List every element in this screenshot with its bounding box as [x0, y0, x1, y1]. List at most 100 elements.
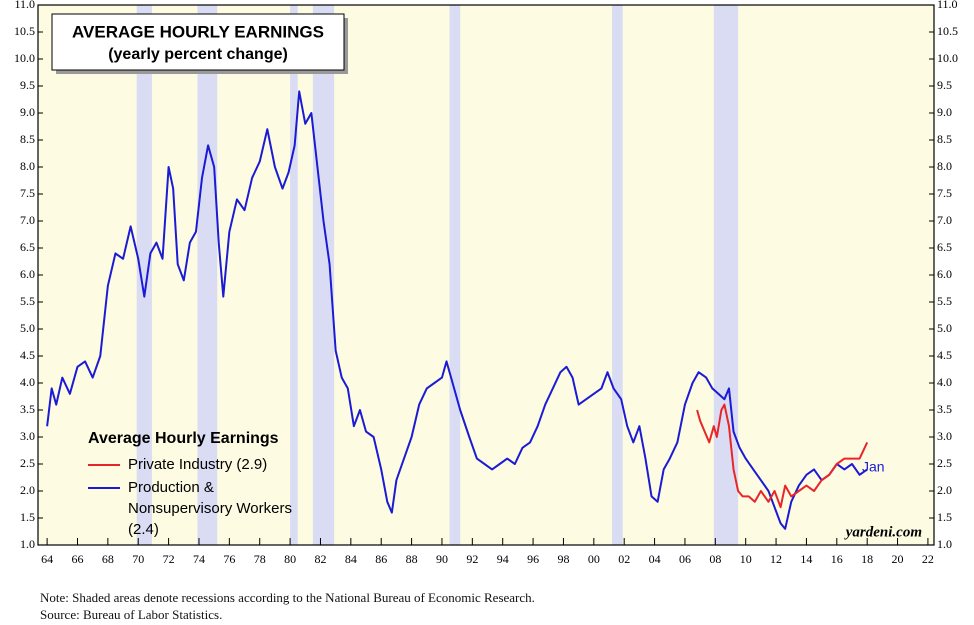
y-tick-label: 5.5 — [20, 294, 35, 308]
y-tick-label: 1.5 — [937, 510, 952, 524]
x-tick-label: 80 — [284, 552, 296, 566]
x-tick-label: 90 — [436, 552, 448, 566]
y-tick-label: 8.5 — [937, 132, 952, 146]
y-tick-label: 6.5 — [20, 240, 35, 254]
recession-band — [612, 5, 623, 545]
recession-band — [713, 5, 739, 545]
x-tick-label: 06 — [679, 552, 691, 566]
x-tick-label: 08 — [709, 552, 721, 566]
legend-title: Average Hourly Earnings — [88, 430, 279, 447]
x-tick-label: 14 — [800, 552, 812, 566]
y-tick-label: 1.0 — [937, 537, 952, 551]
annotation: Jan — [862, 459, 885, 475]
y-tick-label: 7.5 — [20, 186, 35, 200]
x-tick-label: 78 — [254, 552, 266, 566]
x-tick-label: 82 — [314, 552, 326, 566]
x-tick-label: 66 — [71, 552, 83, 566]
y-tick-label: 3.0 — [937, 429, 952, 443]
x-tick-label: 10 — [740, 552, 752, 566]
series-line — [696, 403, 869, 509]
plot-background — [38, 5, 934, 545]
y-tick-label: 5.5 — [937, 294, 952, 308]
y-tick-label: 11.0 — [937, 0, 958, 11]
chart-title: AVERAGE HOURLY EARNINGS — [72, 22, 324, 41]
y-tick-label: 7.0 — [20, 213, 35, 227]
x-tick-label: 96 — [527, 552, 539, 566]
x-tick-label: 68 — [102, 552, 114, 566]
x-tick-label: 16 — [831, 552, 843, 566]
y-tick-label: 4.0 — [20, 375, 35, 389]
recession-band — [449, 5, 461, 545]
legend-item: Production & Nonsupervisory Workers (2.4… — [88, 477, 328, 540]
recession-band — [312, 5, 335, 545]
x-tick-label: 22 — [922, 552, 934, 566]
y-tick-label: 2.0 — [20, 483, 35, 497]
legend-label: Production & Nonsupervisory Workers (2.4… — [128, 479, 292, 538]
legend: Average Hourly Earnings Private Industry… — [88, 430, 328, 542]
y-tick-label: 6.0 — [20, 267, 35, 281]
x-tick-label: 76 — [223, 552, 235, 566]
x-tick-label: 92 — [466, 552, 478, 566]
y-tick-label: 5.0 — [937, 321, 952, 335]
y-tick-label: 4.5 — [937, 348, 952, 362]
y-tick-label: 5.0 — [20, 321, 35, 335]
x-tick-label: 12 — [770, 552, 782, 566]
x-tick-label: 88 — [406, 552, 418, 566]
legend-swatch — [88, 464, 120, 466]
y-tick-label: 10.0 — [14, 51, 35, 65]
legend-item: Private Industry (2.9) — [88, 454, 328, 475]
note: Source: Bureau of Labor Statistics. — [40, 607, 223, 622]
recession-band — [290, 5, 298, 545]
recession-band — [136, 5, 152, 545]
y-tick-label: 8.0 — [20, 159, 35, 173]
y-tick-label: 3.0 — [20, 429, 35, 443]
y-tick-label: 2.5 — [937, 456, 952, 470]
legend-label: Private Industry (2.9) — [128, 456, 268, 473]
x-tick-label: 72 — [163, 552, 175, 566]
chart-subtitle: (yearly percent change) — [108, 46, 288, 63]
y-tick-label: 6.5 — [937, 240, 952, 254]
y-tick-label: 8.5 — [20, 132, 35, 146]
y-tick-label: 10.5 — [937, 24, 958, 38]
y-tick-label: 9.5 — [937, 78, 952, 92]
x-tick-label: 04 — [649, 552, 661, 566]
y-tick-label: 1.5 — [20, 510, 35, 524]
y-tick-label: 9.5 — [20, 78, 35, 92]
y-tick-label: 9.0 — [937, 105, 952, 119]
y-tick-label: 3.5 — [937, 402, 952, 416]
note: Note: Shaded areas denote recessions acc… — [40, 590, 535, 605]
y-tick-label: 4.0 — [937, 375, 952, 389]
y-tick-label: 8.0 — [937, 159, 952, 173]
y-tick-label: 3.5 — [20, 402, 35, 416]
x-tick-label: 74 — [193, 552, 205, 566]
x-tick-label: 18 — [861, 552, 873, 566]
y-tick-label: 10.5 — [14, 24, 35, 38]
y-tick-label: 6.0 — [937, 267, 952, 281]
legend-swatch — [88, 487, 120, 489]
y-tick-label: 9.0 — [20, 105, 35, 119]
y-tick-label: 2.5 — [20, 456, 35, 470]
x-tick-label: 84 — [345, 552, 357, 566]
x-tick-label: 94 — [497, 552, 509, 566]
y-tick-label: 7.5 — [937, 186, 952, 200]
y-tick-label: 2.0 — [937, 483, 952, 497]
x-tick-label: 64 — [41, 552, 53, 566]
title-box — [51, 13, 345, 71]
y-tick-label: 10.0 — [937, 51, 958, 65]
x-tick-label: 20 — [892, 552, 904, 566]
y-tick-label: 1.0 — [20, 537, 35, 551]
x-tick-label: 70 — [132, 552, 144, 566]
plot-frame — [37, 4, 935, 546]
x-tick-label: 86 — [375, 552, 387, 566]
y-tick-label: 4.5 — [20, 348, 35, 362]
x-tick-label: 02 — [618, 552, 630, 566]
y-tick-label: 11.0 — [14, 0, 35, 11]
series-line — [46, 90, 868, 530]
x-tick-label: 00 — [588, 552, 600, 566]
recession-band — [197, 5, 218, 545]
x-tick-label: 98 — [557, 552, 569, 566]
annotation: yardeni.com — [844, 524, 922, 540]
y-tick-label: 7.0 — [937, 213, 952, 227]
